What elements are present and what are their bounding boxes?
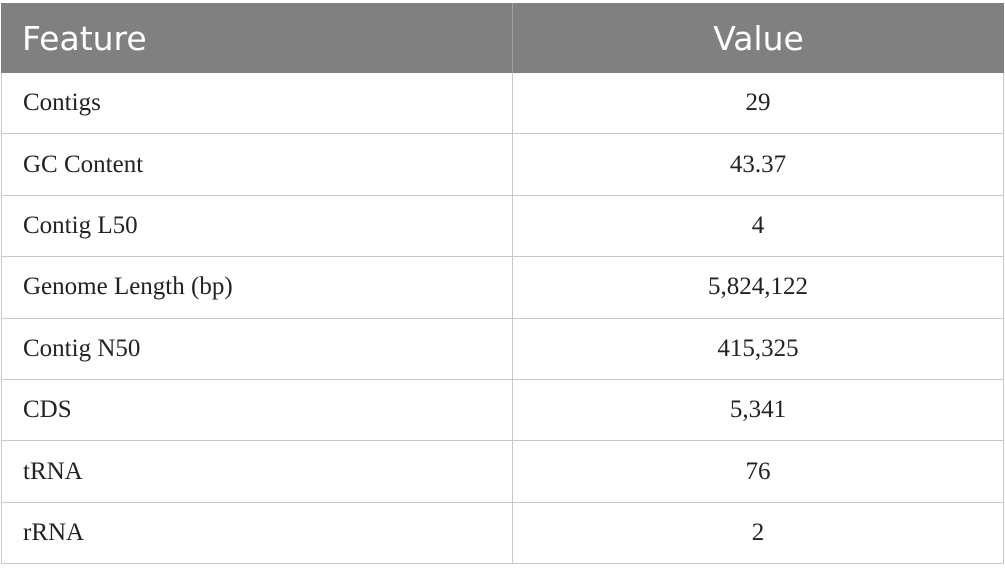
table-cell: 2 xyxy=(513,502,1004,565)
table-cell: 415,325 xyxy=(513,318,1004,380)
table-cell: 29 xyxy=(513,73,1004,135)
table-cell: Genome Length (bp) xyxy=(1,257,513,319)
table-cell: tRNA xyxy=(1,441,513,503)
table-cell: Contigs xyxy=(1,73,513,135)
table-cell: 5,341 xyxy=(513,380,1004,442)
table-cell: 43.37 xyxy=(513,134,1004,196)
table-cell: 76 xyxy=(513,441,1004,503)
table-cell: Contig L50 xyxy=(1,195,513,258)
header-cell: Feature xyxy=(1,3,513,73)
table-cell: Contig N50 xyxy=(1,318,513,380)
table-cell: GC Content xyxy=(1,134,513,196)
header-cell: Value xyxy=(513,3,1004,73)
table-cell: 4 xyxy=(513,195,1004,258)
table-cell: 5,824,122 xyxy=(513,257,1004,319)
table-cell: rRNA xyxy=(1,502,513,565)
table-cell: CDS xyxy=(1,380,513,442)
